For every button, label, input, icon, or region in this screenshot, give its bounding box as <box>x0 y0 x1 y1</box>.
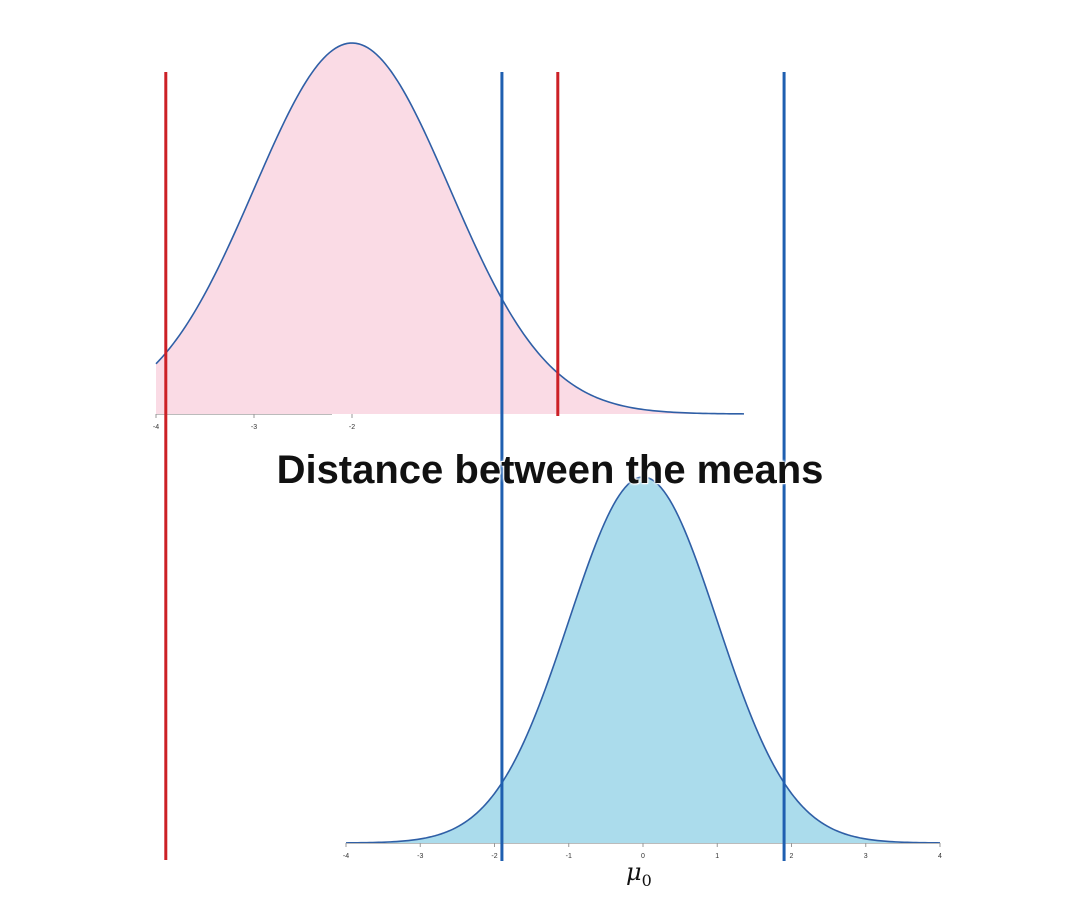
x-tick-label: 4 <box>938 853 942 860</box>
x-tick-label: -1 <box>566 853 572 860</box>
critical-value-lines <box>164 72 786 861</box>
alternative-distribution-curve <box>155 42 745 415</box>
x-tick-label: -3 <box>417 853 423 860</box>
alternative-distribution-area <box>156 43 744 415</box>
mu-subscript: 0 <box>641 870 652 890</box>
null-distribution-plot: -4 -3 -2 -1 0 1 2 3 4 <box>343 476 942 860</box>
x-tick-label: 2 <box>790 853 794 860</box>
x-tick-label: 0 <box>641 853 645 860</box>
null-distribution-curve <box>345 476 941 844</box>
x-tick-label: -4 <box>153 424 159 431</box>
mu-symbol: μ <box>626 858 642 886</box>
x-tick-label: -2 <box>349 424 355 431</box>
x-tick-label: 1 <box>715 853 719 860</box>
x-tick-label: -4 <box>343 853 349 860</box>
x-tick-label: -2 <box>491 853 497 860</box>
caption-distance-between-means: Distance between the means <box>276 448 824 492</box>
x-tick-label: 3 <box>864 853 868 860</box>
alternative-distribution-plot: -4 -3 -2 <box>153 42 745 431</box>
mu-zero-label: μ0 <box>626 858 652 890</box>
null-distribution-area <box>346 477 940 843</box>
x-tick-label: -3 <box>251 424 257 431</box>
